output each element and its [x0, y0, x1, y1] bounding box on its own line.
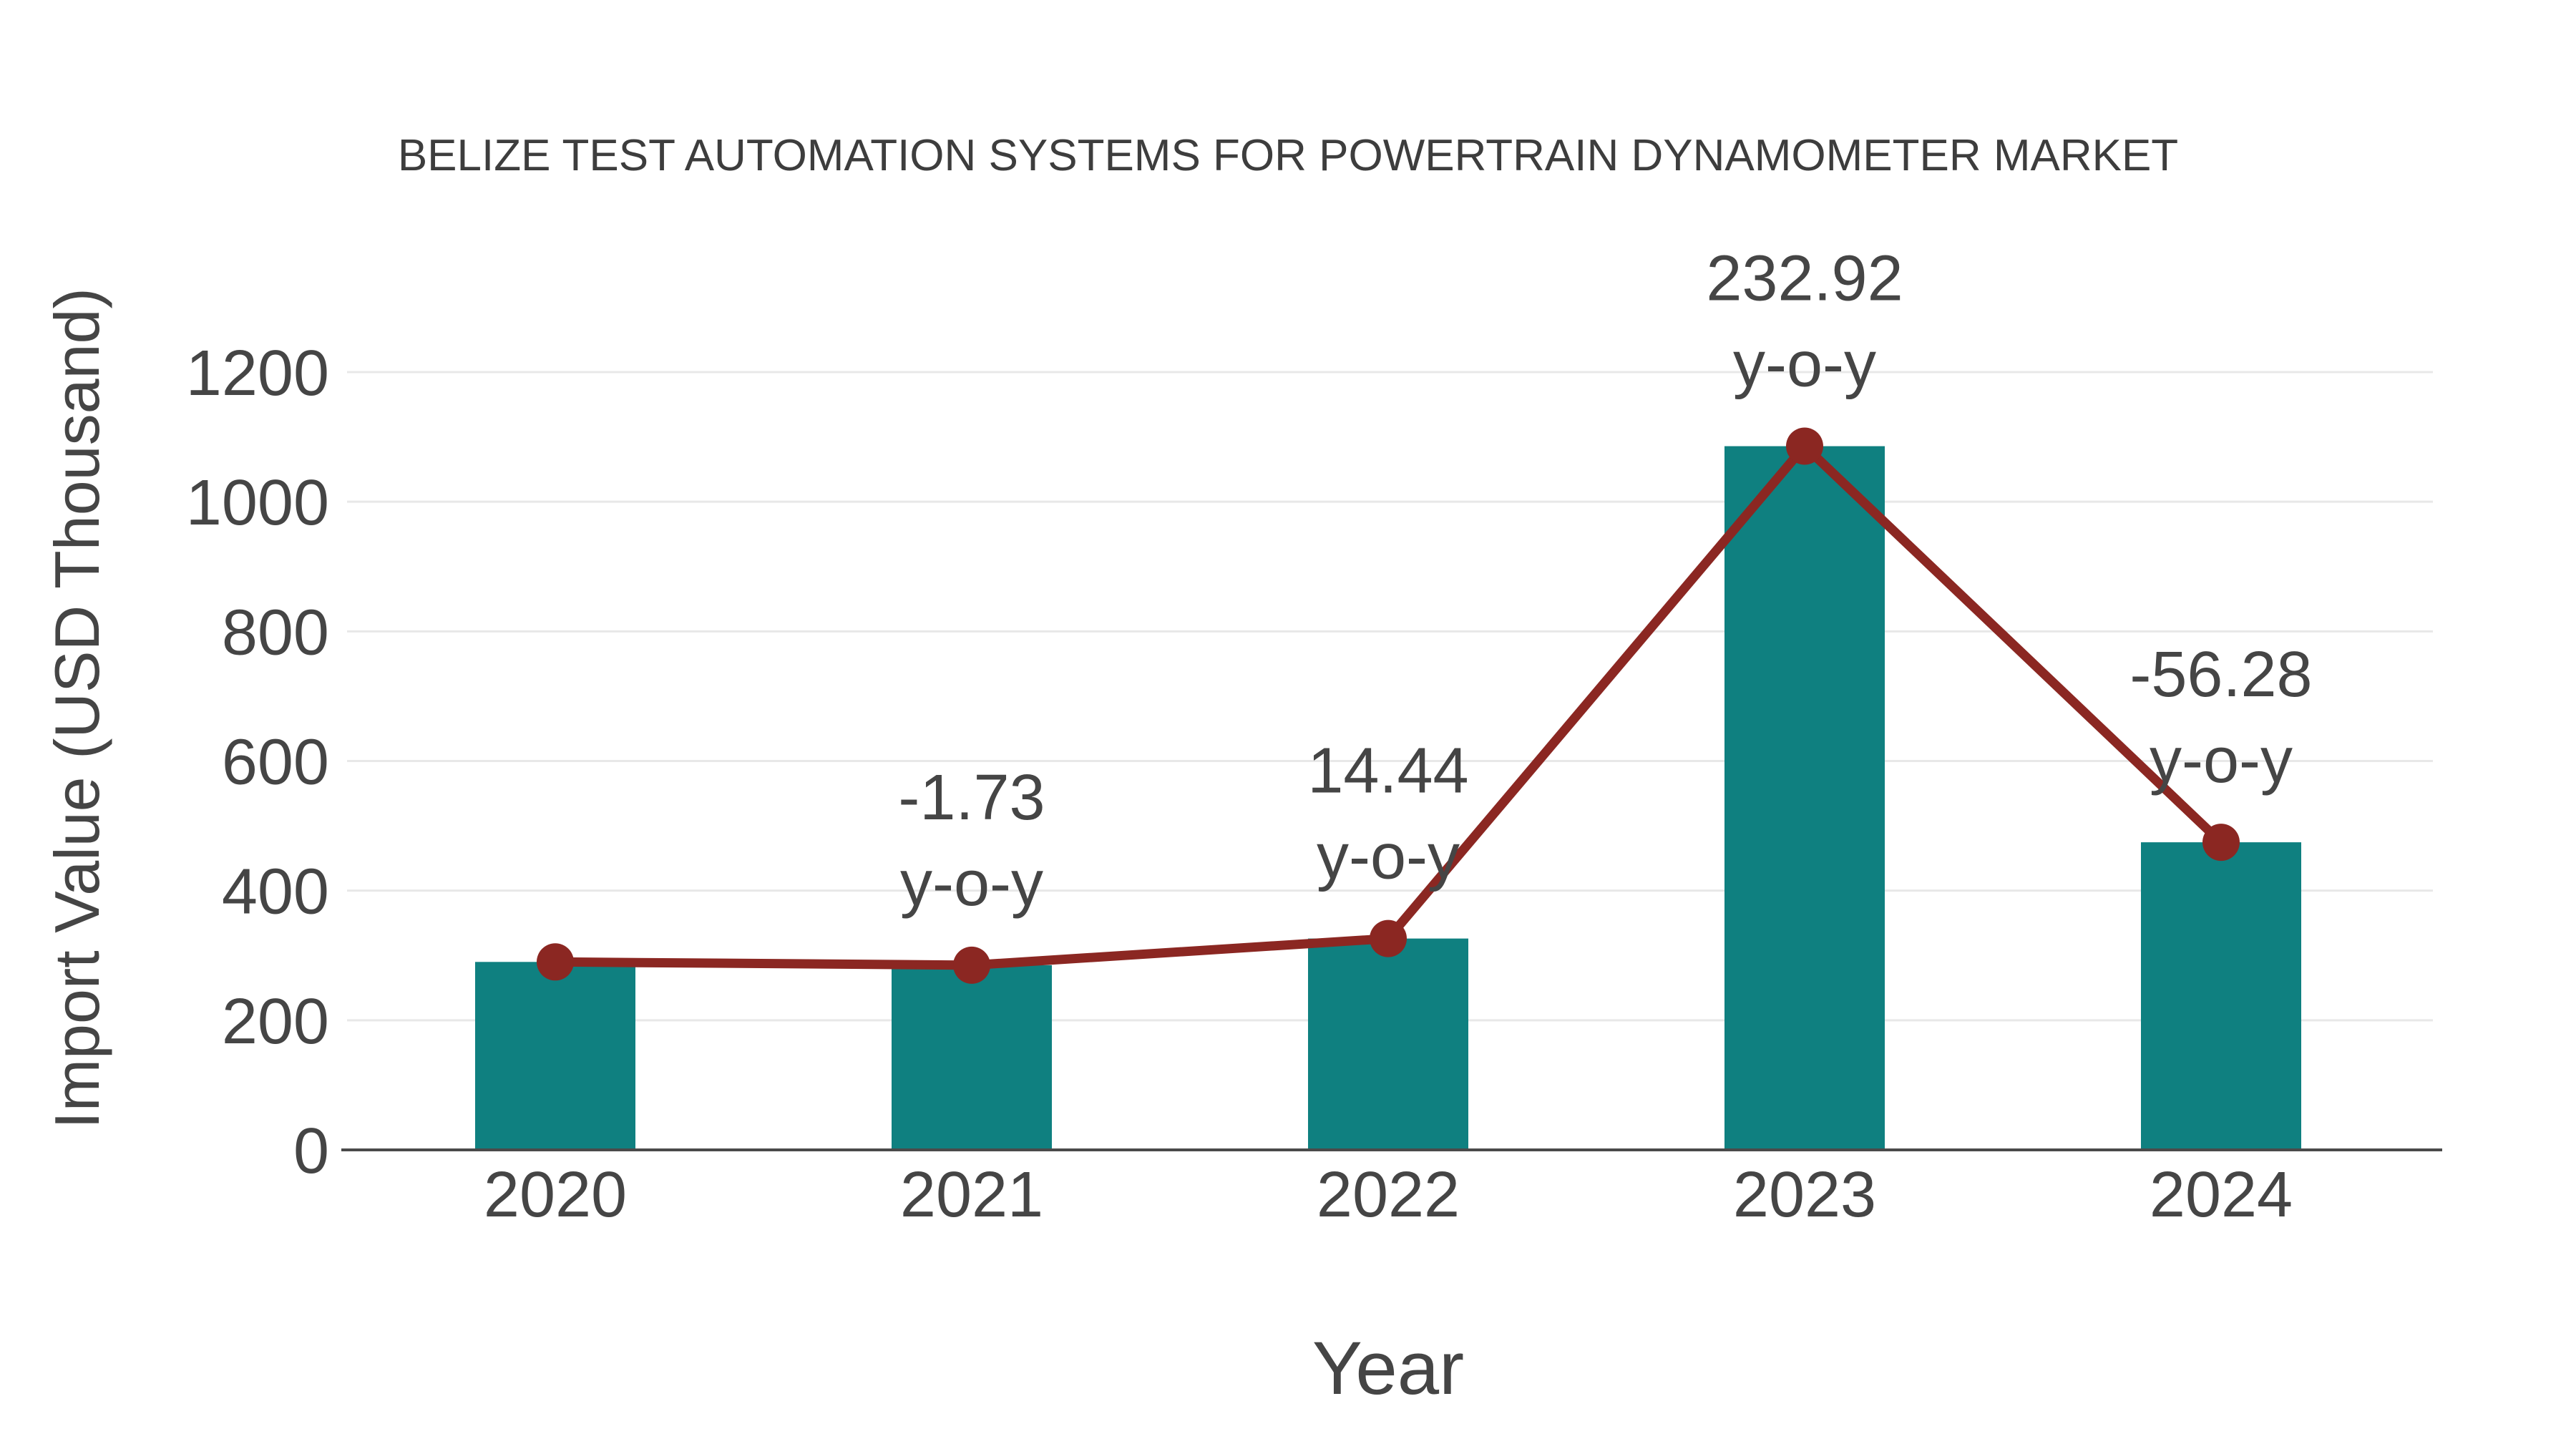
- bar-2024[interactable]: [2141, 842, 2301, 1150]
- y-tick-label-600: 600: [222, 727, 329, 799]
- x-tick-label-2024: 2024: [2150, 1159, 2293, 1231]
- data-point-2023[interactable]: [1786, 427, 1823, 465]
- y-tick-label-1000: 1000: [186, 467, 329, 539]
- y-tick-label-0: 0: [293, 1116, 329, 1187]
- annotation-suffix-2022: y-o-y: [1317, 821, 1460, 893]
- x-tick-label-2021: 2021: [900, 1159, 1043, 1231]
- y-tick-label-1200: 1200: [186, 338, 329, 409]
- y-axis-title: Import Value (USD Thousand): [42, 288, 112, 1129]
- data-point-2022[interactable]: [1370, 919, 1407, 957]
- bar-2023[interactable]: [1724, 446, 1885, 1150]
- annotation-suffix-2021: y-o-y: [900, 848, 1043, 919]
- annotation-value-2022: 14.44: [1307, 736, 1468, 807]
- y-tick-label-800: 800: [222, 597, 329, 668]
- annotation-value-2021: -1.73: [898, 762, 1045, 834]
- annotation-value-2023: 232.92: [1706, 243, 1903, 315]
- x-axis-title: Year: [1312, 1327, 1464, 1410]
- chart-title: BELIZE TEST AUTOMATION SYSTEMS FOR POWER…: [398, 131, 2178, 180]
- data-point-2020[interactable]: [537, 943, 574, 981]
- x-tick-label-2022: 2022: [1317, 1159, 1460, 1231]
- bar-2020[interactable]: [475, 962, 635, 1150]
- bar-2022[interactable]: [1308, 938, 1468, 1150]
- annotation-suffix-2023: y-o-y: [1733, 329, 1876, 401]
- plot-area: 0 200 400 600 800 1000 1200 2020 2021 2022 2023 202…: [186, 243, 2442, 1231]
- annotation-suffix-2024: y-o-y: [2150, 725, 2293, 796]
- annotation-value-2024: -56.28: [2129, 639, 2312, 711]
- x-tick-label-2020: 2020: [484, 1159, 627, 1231]
- data-point-2021[interactable]: [953, 946, 990, 984]
- y-tick-label-400: 400: [222, 857, 329, 928]
- bar-2021[interactable]: [892, 965, 1052, 1150]
- x-tick-label-2023: 2023: [1733, 1159, 1876, 1231]
- y-tick-label-200: 200: [222, 986, 329, 1058]
- data-point-2024[interactable]: [2202, 824, 2240, 862]
